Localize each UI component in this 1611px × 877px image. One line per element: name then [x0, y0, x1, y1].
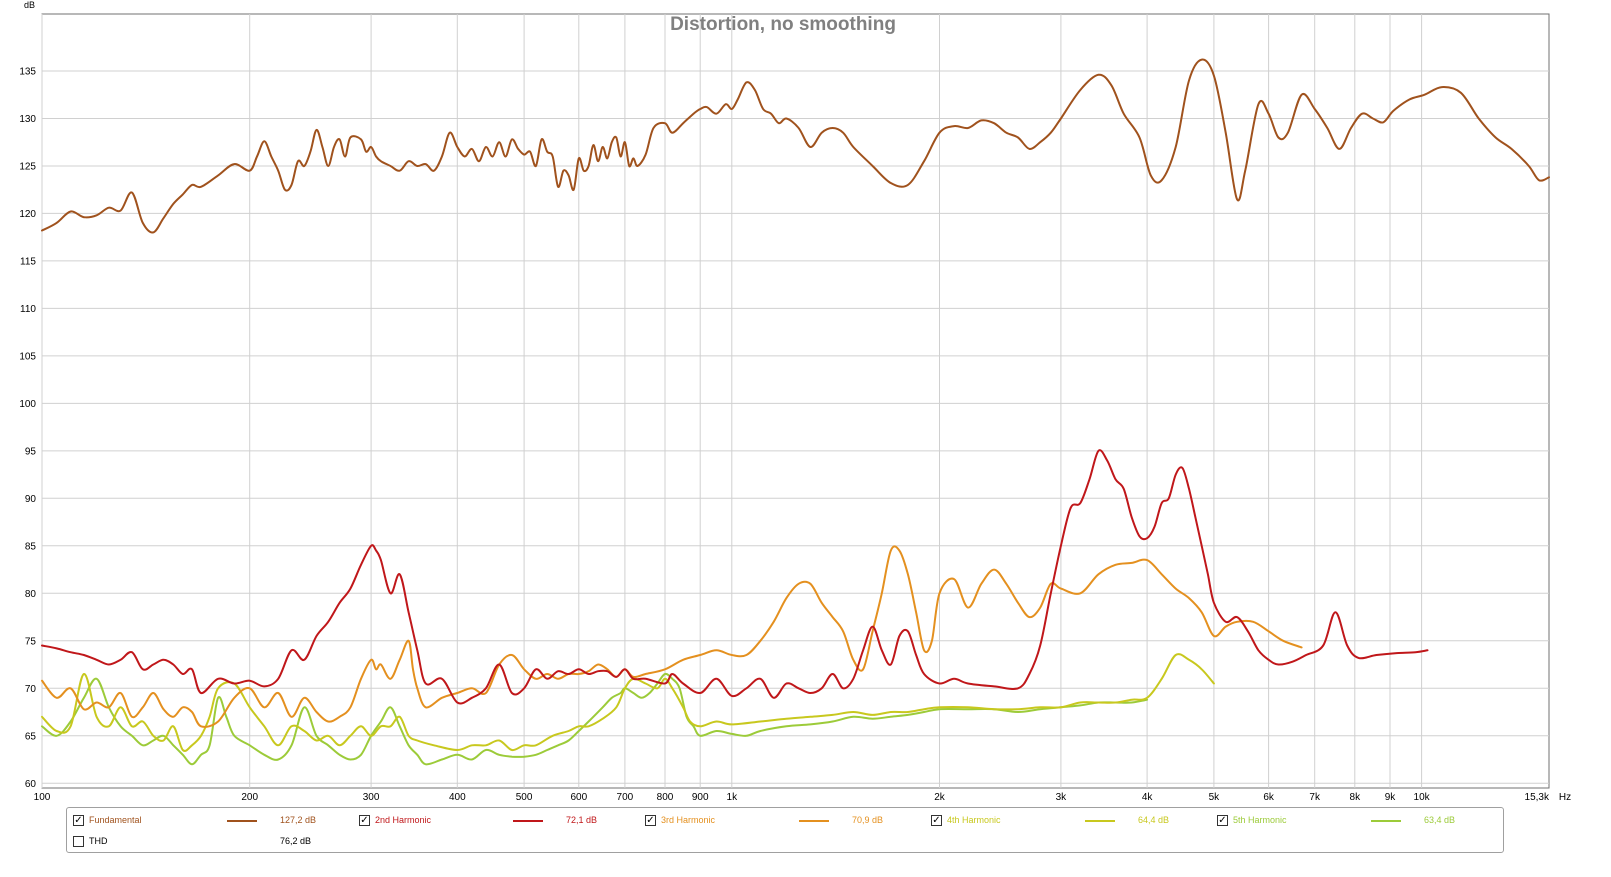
y-tick-label: 105 — [19, 351, 36, 362]
y-tick-label: 110 — [20, 304, 36, 315]
x-tick-label: 8k — [1350, 792, 1362, 803]
series-layer — [41, 58, 1550, 766]
y-gridlines — [42, 70, 1549, 784]
legend-label: 2nd Harmonic — [375, 815, 432, 825]
y-tick-label: 130 — [19, 114, 36, 125]
x-tick-label: 700 — [617, 792, 634, 803]
legend-item-thd[interactable]: THD 76,2 dB — [67, 831, 357, 851]
fundamental-checkbox[interactable]: ✓ — [73, 815, 84, 826]
x-tick-label: 300 — [363, 792, 380, 803]
legend-label: 4th Harmonic — [947, 815, 1001, 825]
legend-value: 127,2 dB — [280, 815, 317, 825]
x-tick-label: 800 — [657, 792, 674, 803]
x-tick-label: 600 — [570, 792, 587, 803]
x-tick-label: 100 — [34, 792, 51, 803]
3rd-harmonic-checkbox[interactable]: ✓ — [645, 815, 656, 826]
x-tick-label: 9k — [1385, 792, 1397, 803]
x-tick-label: 3k — [1056, 792, 1068, 803]
5th-harmonic-checkbox[interactable]: ✓ — [1217, 815, 1228, 826]
x-axis-unit: Hz — [1559, 792, 1571, 803]
legend-swatch — [1371, 820, 1401, 822]
x-tick-label: 400 — [449, 792, 466, 803]
4th-harmonic-checkbox[interactable]: ✓ — [931, 815, 942, 826]
legend-swatch — [227, 820, 257, 822]
y-tick-label: 60 — [25, 779, 37, 790]
x-tick-label: 15,3k — [1525, 792, 1550, 803]
legend-item-3rd-harmonic[interactable]: ✓ 3rd Harmonic 70,9 dB — [639, 810, 929, 830]
chart-title: Distortion, no smoothing — [670, 14, 896, 35]
legend-swatch — [799, 820, 829, 822]
x-gridlines — [41, 14, 1423, 788]
y-tick-label: 135 — [19, 67, 36, 78]
y-tick-label: 125 — [19, 162, 36, 173]
x-tick-label: 2k — [934, 792, 946, 803]
y-axis-unit: dB — [24, 0, 35, 10]
thd-checkbox[interactable] — [73, 836, 84, 847]
legend-label: Fundamental — [89, 815, 142, 825]
y-tick-label: 100 — [19, 399, 36, 410]
2nd-harmonic-checkbox[interactable]: ✓ — [359, 815, 370, 826]
y-tick-label: 115 — [20, 256, 36, 267]
series-line-fundamental — [41, 58, 1550, 234]
series-line-2nd-harmonic — [41, 449, 1429, 705]
x-tick-label: 5k — [1209, 792, 1221, 803]
y-tick-labels: 60 65 70 75 80 85 90 95 100 105 110 115 120 125 130 135 — [19, 67, 36, 790]
x-tick-label: 200 — [241, 792, 258, 803]
y-tick-label: 75 — [25, 636, 37, 647]
legend-item-2nd-harmonic[interactable]: ✓ 2nd Harmonic 72,1 dB — [353, 810, 643, 830]
x-tick-label: 7k — [1309, 792, 1321, 803]
y-tick-label: 90 — [25, 494, 37, 505]
y-tick-label: 85 — [25, 541, 37, 552]
legend-swatch — [1085, 820, 1115, 822]
plot-area — [41, 13, 1550, 789]
legend-value: 72,1 dB — [566, 815, 598, 825]
legend-item-4th-harmonic[interactable]: ✓ 4th Harmonic 64,4 dB — [925, 810, 1215, 830]
legend-item-fundamental[interactable]: ✓ Fundamental 127,2 dB — [67, 810, 357, 830]
legend-value: 70,9 dB — [852, 815, 884, 825]
y-tick-label: 70 — [25, 684, 37, 695]
legend-value: 63,4 dB — [1424, 815, 1456, 825]
x-tick-labels: 100 200 300 400 500 600 700 800 900 1k 2k 3k 4k 5k 6k 7… — [34, 792, 1550, 803]
x-tick-label: 6k — [1263, 792, 1275, 803]
legend-panel: ✓ Fundamental 127,2 dB ✓ 2nd Harmonic 72… — [66, 807, 1504, 853]
x-tick-label: 900 — [692, 792, 709, 803]
series-line-4th-harmonic — [41, 653, 1215, 752]
legend-label: THD — [89, 836, 108, 846]
series-line-5th-harmonic — [41, 672, 1149, 766]
legend-label: 5th Harmonic — [1233, 815, 1287, 825]
x-tick-label: 10k — [1414, 792, 1431, 803]
y-tick-label: 80 — [25, 589, 37, 600]
x-tick-label: 1k — [727, 792, 739, 803]
y-tick-label: 120 — [19, 209, 36, 220]
y-tick-label: 65 — [25, 731, 37, 742]
legend-value: 64,4 dB — [1138, 815, 1170, 825]
legend-swatch — [513, 820, 543, 822]
legend-value: 76,2 dB — [280, 836, 312, 846]
legend-label: 3rd Harmonic — [661, 815, 716, 825]
x-tick-label: 4k — [1142, 792, 1154, 803]
x-tick-label: 500 — [516, 792, 533, 803]
legend-item-5th-harmonic[interactable]: ✓ 5th Harmonic 63,4 dB — [1211, 810, 1501, 830]
y-tick-label: 95 — [25, 446, 37, 457]
